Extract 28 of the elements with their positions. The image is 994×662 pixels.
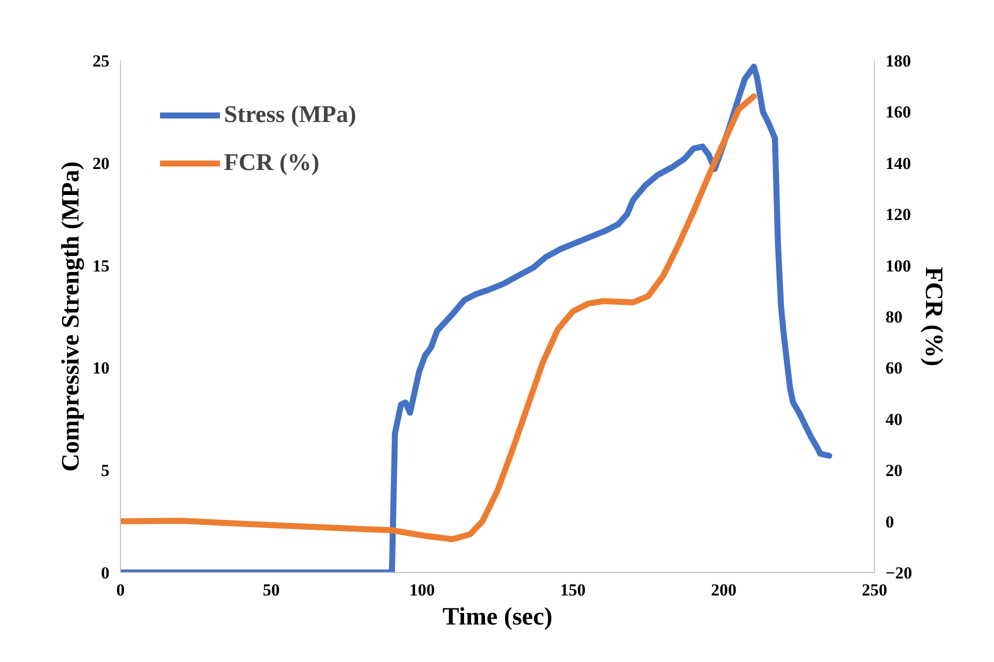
- y2-tick-label: 160: [886, 102, 911, 122]
- x-axis-title: Time (sec): [442, 604, 552, 630]
- y2-tick-label: 140: [886, 154, 911, 173]
- x-tick-label: 0: [116, 580, 125, 600]
- y-tick-label: 20: [92, 154, 110, 173]
- legend-label: Stress (MPa): [224, 102, 356, 128]
- y-tick-label: 10: [92, 358, 110, 378]
- y2-tick-label: 80: [886, 308, 902, 326]
- legend-label: FCR (%): [224, 150, 320, 176]
- y-tick-label: 5: [101, 461, 110, 480]
- y-tick-label: 15: [92, 256, 110, 276]
- x-tick-label: 150: [560, 580, 586, 600]
- y2-tick-label: 0: [886, 512, 894, 532]
- x-tick-label: 100: [409, 580, 435, 600]
- x-tick-label: 200: [710, 580, 736, 600]
- x-tick-label: 50: [262, 580, 280, 600]
- y2-tick-label: 40: [886, 410, 902, 429]
- y2-axis-title: FCR (%): [920, 266, 948, 366]
- y-tick-label: 25: [92, 52, 110, 70]
- y2-tick-label: 20: [886, 461, 902, 480]
- y-axis-title: Compressive Strength (MPa): [58, 161, 84, 472]
- y-tick-label: 0: [101, 564, 110, 582]
- y2-tick-label: 120: [886, 205, 911, 224]
- y2-tick-label: −20: [886, 564, 912, 582]
- y2-tick-label: 100: [886, 256, 911, 276]
- x-tick-label: 250: [862, 580, 888, 600]
- y2-tick-label: 60: [886, 358, 902, 378]
- y2-tick-label: 180: [886, 52, 911, 70]
